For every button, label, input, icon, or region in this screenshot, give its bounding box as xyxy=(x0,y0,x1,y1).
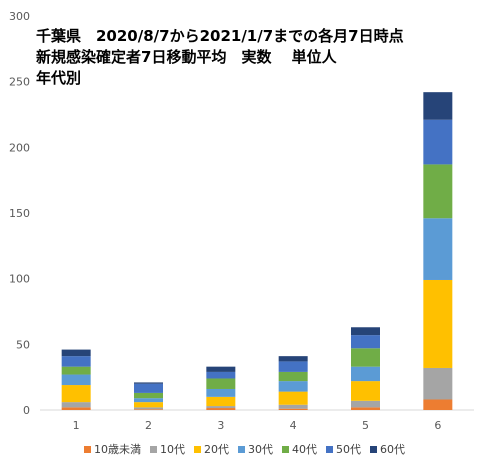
bar-segment xyxy=(423,92,453,120)
bar-segment xyxy=(61,402,91,408)
legend-item: 40代 xyxy=(282,441,317,457)
y-tick-label: 200 xyxy=(9,141,30,154)
bar-segment xyxy=(278,408,308,410)
bar-segment xyxy=(134,398,163,403)
legend-label: 10歳未満 xyxy=(94,443,141,456)
bar-segment xyxy=(134,409,163,410)
bar-segment xyxy=(206,396,236,407)
bar-segment xyxy=(206,408,236,410)
bar-segment xyxy=(61,349,91,357)
bar-segment xyxy=(423,279,453,368)
legend-swatch xyxy=(282,445,289,453)
bar-segment xyxy=(134,402,163,408)
y-tick-label: 150 xyxy=(9,207,30,220)
x-tick-label: 3 xyxy=(217,419,224,432)
x-tick-label: 6 xyxy=(434,419,441,432)
y-tick-label: 100 xyxy=(9,273,30,286)
y-tick-label: 50 xyxy=(16,338,30,351)
y-tick-label: 0 xyxy=(23,404,30,417)
y-tick-label: 250 xyxy=(9,76,30,89)
legend-item: 30代 xyxy=(238,441,273,457)
bar-segment xyxy=(351,407,380,410)
chart-title-line-2: 新規感染確定者7日移動平均 実数 単位人 xyxy=(36,48,337,66)
chart-title: 千葉県 2020/8/7から2021/1/7までの各月7日時点 新規感染確定者7… xyxy=(36,26,404,89)
bar-segment xyxy=(278,356,308,362)
bar-segment xyxy=(423,218,453,280)
legend-label: 20代 xyxy=(204,443,229,456)
bar-segment xyxy=(134,392,163,399)
x-tick-label: 1 xyxy=(73,419,80,432)
bar-segment xyxy=(351,381,380,401)
bar-segment xyxy=(206,371,236,379)
legend-swatch xyxy=(238,445,245,453)
bar-segment xyxy=(61,366,91,375)
bar-segment xyxy=(278,381,308,392)
bar-segment xyxy=(134,382,163,384)
legend-swatch xyxy=(194,445,201,453)
bar-segment xyxy=(206,378,236,389)
bar-segment xyxy=(423,164,453,219)
x-tick-label: 5 xyxy=(362,419,369,432)
bar-segment xyxy=(278,404,308,409)
bar-segment xyxy=(351,335,380,349)
x-tick-label: 4 xyxy=(290,419,297,432)
legend-swatch xyxy=(150,445,157,453)
x-tick-label: 2 xyxy=(145,419,152,432)
legend-item: 50代 xyxy=(326,441,361,457)
bar-segment xyxy=(206,366,236,372)
bar-segment xyxy=(351,366,380,382)
bar-segment xyxy=(278,371,308,382)
legend-item: 20代 xyxy=(194,441,229,457)
chart-title-line-1: 千葉県 2020/8/7から2021/1/7までの各月7日時点 xyxy=(36,27,404,45)
legend-swatch xyxy=(326,445,333,453)
bar-segment xyxy=(61,356,91,367)
y-tick-label: 300 xyxy=(9,10,30,23)
legend-swatch xyxy=(84,445,91,453)
bar-segment xyxy=(61,374,91,386)
bar-segment xyxy=(206,406,236,409)
bar-segment xyxy=(134,407,163,410)
bar-segment xyxy=(351,348,380,367)
bar-segment xyxy=(278,391,308,405)
bar-segment xyxy=(206,388,236,397)
legend-label: 60代 xyxy=(380,443,405,456)
bar-segment xyxy=(423,119,453,165)
legend: 10歳未満 10代 20代 30代 40代 50代 60代 xyxy=(0,441,489,457)
bar-segment xyxy=(61,385,91,403)
bar-segment xyxy=(351,400,380,408)
legend-swatch xyxy=(370,445,377,453)
legend-label: 40代 xyxy=(292,443,317,456)
bar-segment xyxy=(423,399,453,410)
chart-title-line-3: 年代別 xyxy=(36,69,82,87)
bar-segment xyxy=(423,367,453,400)
legend-label: 30代 xyxy=(248,443,273,456)
legend-item: 10代 xyxy=(150,441,185,457)
legend-label: 10代 xyxy=(160,443,185,456)
bar-segment xyxy=(134,383,163,393)
bar-segment xyxy=(278,361,308,372)
bar-segment xyxy=(61,407,91,410)
legend-item: 60代 xyxy=(370,441,405,457)
legend-item: 10歳未満 xyxy=(84,441,141,457)
bar-segment xyxy=(351,327,380,336)
legend-label: 50代 xyxy=(336,443,361,456)
